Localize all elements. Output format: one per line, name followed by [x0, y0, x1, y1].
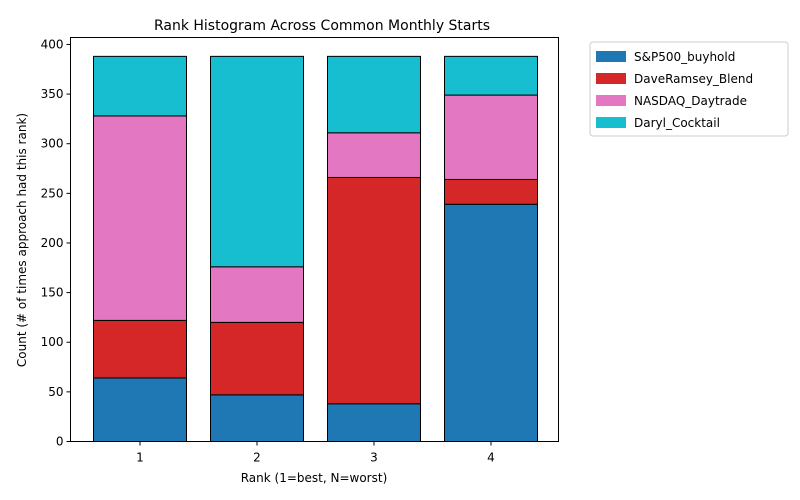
legend-label: DaveRamsey_Blend: [634, 72, 753, 86]
plot-frame: [70, 37, 559, 442]
legend-swatch: [596, 51, 626, 62]
legend-swatch: [596, 117, 626, 128]
bar-segment-rank4-series0: [444, 203, 538, 442]
y-tick-label: 250: [41, 186, 64, 200]
bar-segment-rank3-series1: [327, 176, 421, 405]
bar-segment-rank4-series1: [444, 178, 538, 205]
y-tick-label: 400: [41, 37, 64, 51]
legend-swatch: [596, 95, 626, 106]
legend-swatch: [596, 73, 626, 84]
bar-segment-rank2-series2: [210, 266, 304, 323]
x-axis-label: Rank (1=best, N=worst): [241, 471, 388, 485]
bar-segment-rank1-series1: [93, 319, 187, 379]
x-tick-label: 2: [253, 451, 261, 465]
bar-segment-rank1-series3: [93, 55, 187, 117]
x-tick-label: 4: [487, 451, 495, 465]
bar-segment-rank2-series3: [210, 55, 304, 268]
y-tick-label: 200: [41, 236, 64, 250]
bar-segment-rank3-series2: [327, 132, 421, 178]
y-axis-ticks: 0 50 100 150 200 250 300 350 400: [41, 37, 71, 449]
legend: S&P500_buyhold DaveRamsey_Blend NASDAQ_Day…: [589, 41, 789, 137]
y-tick-label: 300: [41, 137, 64, 151]
x-tick-label: 1: [136, 451, 144, 465]
bar-segment-rank4-series3: [444, 55, 538, 96]
bar-segment-rank2-series0: [210, 394, 304, 442]
legend-label: S&P500_buyhold: [634, 50, 735, 64]
bar-segment-rank2-series1: [210, 321, 304, 396]
x-tick-label: 3: [370, 451, 378, 465]
legend-frame: [589, 41, 789, 137]
chart-title: Rank Histogram Across Common Monthly Sta…: [154, 18, 490, 34]
bar-segment-rank3-series0: [327, 403, 421, 442]
y-tick-label: 50: [48, 385, 63, 399]
bar-segment-rank4-series2: [444, 94, 538, 180]
y-tick-label: 100: [41, 335, 64, 349]
bar-segment-rank1-series0: [93, 377, 187, 442]
bar-segment-rank3-series3: [327, 55, 421, 134]
bars-group: [93, 55, 538, 442]
x-axis-ticks: 1 2 3 4: [136, 441, 495, 465]
y-tick-label: 150: [41, 286, 64, 300]
y-tick-label: 350: [41, 87, 64, 101]
legend-label: Daryl_Cocktail: [634, 116, 720, 130]
y-tick-label: 0: [56, 435, 64, 449]
y-axis-label: Count (# of times approach had this rank…: [15, 113, 29, 367]
legend-label: NASDAQ_Daytrade: [634, 94, 747, 108]
bar-segment-rank1-series2: [93, 115, 187, 321]
